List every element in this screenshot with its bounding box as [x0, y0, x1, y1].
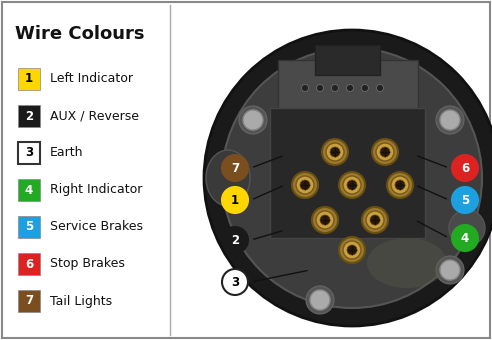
- Circle shape: [395, 180, 405, 190]
- Circle shape: [362, 207, 388, 233]
- Text: 4: 4: [25, 184, 33, 197]
- Circle shape: [222, 187, 248, 213]
- Text: 7: 7: [231, 162, 239, 174]
- Text: Stop Brakes: Stop Brakes: [50, 257, 125, 271]
- Ellipse shape: [367, 238, 447, 288]
- Circle shape: [440, 260, 460, 280]
- Circle shape: [362, 85, 369, 91]
- Circle shape: [222, 48, 482, 308]
- Circle shape: [436, 256, 464, 284]
- Circle shape: [222, 155, 248, 181]
- Circle shape: [347, 245, 357, 255]
- Text: 3: 3: [231, 275, 239, 289]
- Circle shape: [316, 211, 334, 229]
- Bar: [18, 290, 40, 312]
- Text: Right Indicator: Right Indicator: [50, 184, 142, 197]
- Circle shape: [370, 215, 380, 225]
- Text: 6: 6: [461, 162, 469, 174]
- Circle shape: [440, 110, 460, 130]
- Bar: [18, 253, 40, 275]
- Bar: [278, 60, 418, 115]
- Circle shape: [332, 85, 338, 91]
- Circle shape: [330, 147, 340, 157]
- Text: Left Indicator: Left Indicator: [50, 72, 133, 85]
- Circle shape: [306, 286, 334, 314]
- Text: Earth: Earth: [50, 147, 84, 159]
- Circle shape: [449, 210, 485, 246]
- Text: 1: 1: [231, 193, 239, 206]
- Circle shape: [243, 110, 263, 130]
- Circle shape: [452, 225, 478, 251]
- Text: 6: 6: [25, 257, 33, 271]
- Text: Service Brakes: Service Brakes: [50, 221, 143, 234]
- Text: 2: 2: [25, 109, 33, 122]
- Circle shape: [380, 147, 390, 157]
- Bar: [18, 142, 40, 164]
- Circle shape: [312, 207, 338, 233]
- Text: Wire Colours: Wire Colours: [15, 25, 145, 43]
- Text: AUX / Reverse: AUX / Reverse: [50, 109, 139, 122]
- Circle shape: [222, 269, 248, 295]
- Circle shape: [339, 237, 365, 263]
- Circle shape: [204, 30, 492, 326]
- Bar: [18, 105, 40, 127]
- Text: 1: 1: [25, 72, 33, 85]
- Circle shape: [452, 187, 478, 213]
- Bar: [270, 108, 425, 238]
- Circle shape: [343, 176, 361, 194]
- Circle shape: [316, 85, 324, 91]
- Bar: [18, 179, 40, 201]
- Circle shape: [310, 290, 330, 310]
- Bar: [18, 68, 40, 90]
- Circle shape: [372, 139, 398, 165]
- Circle shape: [222, 227, 248, 253]
- Circle shape: [347, 180, 357, 190]
- Circle shape: [322, 139, 348, 165]
- Circle shape: [346, 85, 353, 91]
- Text: 5: 5: [25, 221, 33, 234]
- Circle shape: [366, 211, 384, 229]
- Circle shape: [343, 241, 361, 259]
- Ellipse shape: [206, 150, 250, 206]
- Circle shape: [376, 143, 394, 161]
- Circle shape: [300, 180, 310, 190]
- Circle shape: [391, 176, 409, 194]
- Circle shape: [320, 215, 330, 225]
- Circle shape: [436, 106, 464, 134]
- Circle shape: [387, 172, 413, 198]
- Circle shape: [292, 172, 318, 198]
- Text: 2: 2: [231, 234, 239, 246]
- Circle shape: [239, 106, 267, 134]
- Text: 3: 3: [25, 147, 33, 159]
- Circle shape: [302, 85, 308, 91]
- Circle shape: [376, 85, 383, 91]
- Circle shape: [296, 176, 314, 194]
- Bar: [18, 216, 40, 238]
- Text: Tail Lights: Tail Lights: [50, 294, 112, 307]
- Circle shape: [452, 155, 478, 181]
- Circle shape: [326, 143, 344, 161]
- Text: 4: 4: [461, 232, 469, 244]
- Bar: [315, 45, 380, 75]
- Text: 7: 7: [25, 294, 33, 307]
- Circle shape: [339, 172, 365, 198]
- Text: 5: 5: [461, 193, 469, 206]
